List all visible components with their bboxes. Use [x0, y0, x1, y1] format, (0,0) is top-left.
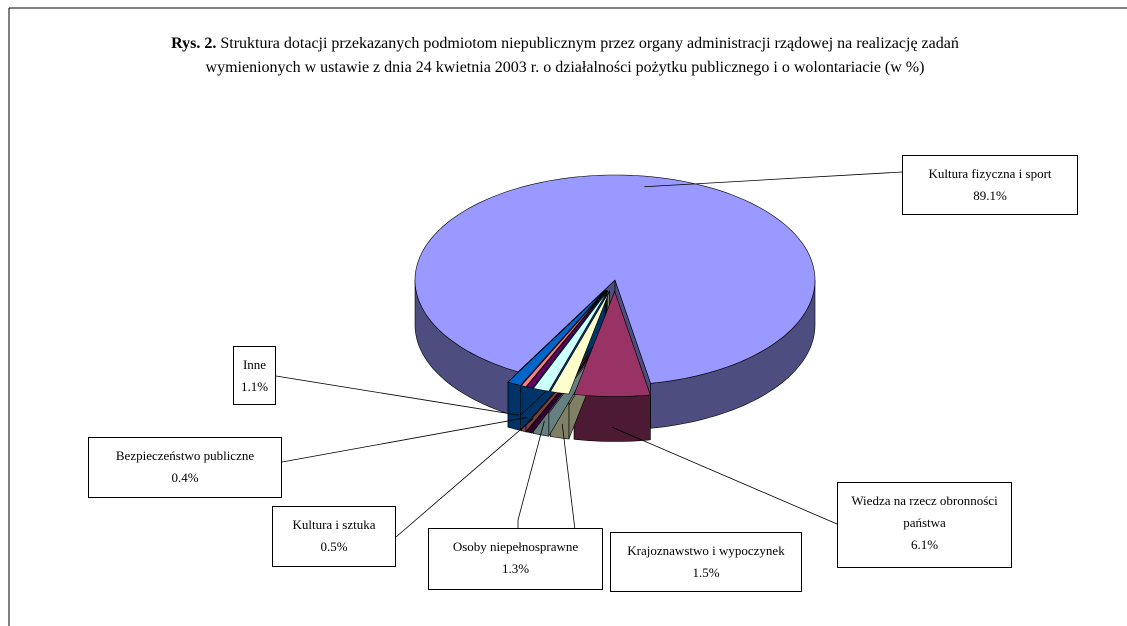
- value-label: 1.5%: [692, 565, 720, 580]
- category-label: Osoby niepełnosprawne: [452, 539, 579, 554]
- leader-line: [561, 423, 576, 531]
- category-label: Krajoznawstwo i wypoczynek: [627, 543, 785, 558]
- value-label: 1.3%: [501, 561, 530, 576]
- leader-line: [281, 417, 528, 463]
- chart-title-block: Rys. 2. Struktura dotacji przekazanych p…: [150, 32, 980, 80]
- slice-outer-side: [507, 381, 521, 431]
- value-label: 1.1%: [240, 379, 269, 394]
- chart-title: Struktura dotacji przekazanych podmiotom…: [205, 35, 959, 76]
- slice: [520, 290, 607, 388]
- leader-line: [517, 420, 545, 528]
- category-label: Kultura fizyczna i sport: [928, 166, 1052, 181]
- data-label: Osoby niepełnosprawne 1.3%: [428, 528, 603, 590]
- leader-line: [644, 171, 903, 188]
- pie: [414, 174, 816, 442]
- value-label: 0.5%: [320, 539, 348, 554]
- category-label: Bezpieczeństwo publiczne: [115, 448, 255, 463]
- category-label: Kultura i sztuka: [292, 517, 376, 532]
- value-label: 89.1%: [973, 188, 1007, 203]
- leader-line: [275, 375, 519, 416]
- slice: [550, 291, 610, 395]
- slice: [414, 174, 816, 384]
- slice: [507, 290, 606, 386]
- data-label: Wiedza na rzecz obronności państwa 6.1%: [837, 482, 1012, 568]
- data-label: Kultura i sztuka 0.5%: [272, 506, 396, 567]
- leader-line: [612, 426, 838, 525]
- data-label: Inne 1.1%: [233, 346, 276, 405]
- slice: [532, 290, 608, 392]
- data-label: Kultura fizyczna i sport 89.1%: [902, 155, 1078, 215]
- data-label: Krajoznawstwo i wypoczynek 1.5%: [610, 532, 802, 592]
- value-label: 6.1%: [910, 537, 939, 552]
- data-label: Bezpieczeństwo publiczne 0.4%: [88, 437, 282, 498]
- slice: [525, 290, 607, 389]
- category-label: Wiedza na rzecz obronności państwa: [851, 493, 998, 530]
- slice: [573, 290, 651, 397]
- value-label: 0.4%: [171, 470, 199, 485]
- category-label: Inne: [242, 357, 267, 372]
- figure-label: Rys. 2.: [171, 35, 217, 52]
- leader-line: [395, 418, 534, 538]
- slice-outer-side: [573, 394, 651, 442]
